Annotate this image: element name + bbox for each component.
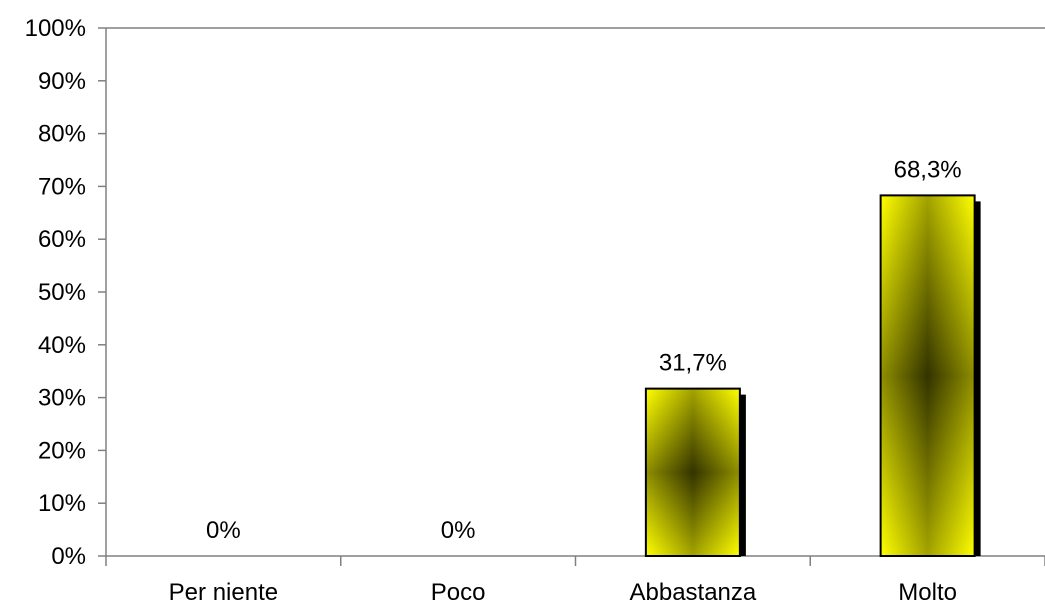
bar-fill-overlay — [880, 195, 975, 556]
y-tick-label: 80% — [38, 121, 86, 148]
y-ticks-group: 0% 10% 20% 30% 40% 50% 60% 70% 80% 90% 100% — [25, 15, 1045, 570]
y-tick-label: 50% — [38, 279, 86, 306]
bar-3 — [644, 387, 746, 557]
x-category-label: Abbastanza — [629, 579, 756, 606]
bars-group — [644, 194, 981, 557]
bar-outline — [879, 194, 976, 557]
y-tick-label: 70% — [38, 173, 86, 200]
bar-4 — [879, 194, 981, 557]
x-category-label: Poco — [431, 579, 486, 606]
data-label: 0% — [206, 517, 241, 544]
y-tick-label: 20% — [38, 437, 86, 464]
x-category-label: Molto — [898, 579, 957, 606]
y-tick-label: 90% — [38, 68, 86, 95]
data-label: 31,7% — [659, 350, 727, 377]
x-category-label: Per niente — [169, 579, 278, 606]
bar-outline — [644, 387, 741, 557]
y-tick-label: 10% — [38, 490, 86, 517]
labels-group: 0% Per niente 0% Poco 31,7% Abbastanza 68,3% Mo… — [169, 156, 962, 606]
y-tick-label: 40% — [38, 332, 86, 359]
y-tick-label: 60% — [38, 226, 86, 253]
y-tick-label: 0% — [51, 543, 86, 570]
data-label: 0% — [441, 517, 476, 544]
data-label: 68,3% — [894, 156, 962, 183]
y-tick-label: 100% — [25, 15, 86, 42]
y-tick-label: 30% — [38, 385, 86, 412]
bar-fill-overlay — [645, 388, 740, 556]
